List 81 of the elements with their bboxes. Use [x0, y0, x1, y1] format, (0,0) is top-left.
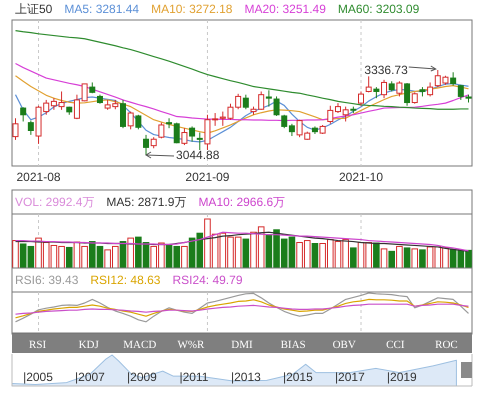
text: RSI [28, 339, 46, 351]
bar [66, 246, 73, 268]
text: MA5: 3281.44 [64, 2, 140, 16]
x-tick-label: |2017 [334, 370, 366, 384]
candlestick [320, 124, 326, 134]
bar [120, 241, 126, 268]
text: MA5: 2871.9万 [106, 195, 186, 209]
bar [419, 249, 426, 268]
bar [242, 238, 250, 268]
candlestick [288, 123, 295, 137]
bar [127, 238, 134, 268]
bar [388, 250, 396, 268]
candlestick [296, 119, 303, 138]
annotation: 3044.88 [176, 148, 220, 162]
text: MA10: 2966.6万 [198, 195, 286, 209]
series-label: RSI6: 39.43 [15, 273, 79, 287]
candlestick [12, 118, 18, 140]
x-tick-label: |2013 [230, 370, 262, 384]
text: KDJ [78, 339, 100, 351]
x-tick-label: |2015 [282, 370, 314, 384]
candlestick [450, 72, 456, 86]
chart-title: 上证50 [15, 2, 53, 16]
text: CCI [386, 339, 405, 351]
candlestick [366, 76, 372, 93]
candlestick [381, 79, 388, 99]
bar [181, 246, 188, 268]
candlestick [281, 114, 288, 129]
text: OBV [332, 339, 356, 351]
x-tick-label: |2009 [127, 370, 158, 384]
bar [411, 248, 418, 268]
text: MA20: 3251.49 [244, 2, 326, 16]
x-tick-label: |2019 [386, 370, 418, 384]
candlestick [412, 92, 418, 104]
x-tick-label: 2021-10 [338, 170, 384, 184]
text: MACD [123, 339, 156, 351]
bar [312, 243, 318, 268]
bar [380, 248, 388, 268]
text: DMI [231, 339, 254, 351]
candlestick [274, 96, 280, 116]
x-tick-label: |2005 [23, 370, 54, 384]
candlestick [196, 132, 203, 151]
candlestick [189, 126, 196, 142]
candlestick [150, 136, 157, 149]
bar [350, 247, 357, 268]
bar [12, 240, 19, 268]
text: W%R [177, 339, 205, 351]
x-tick-label: 2021-08 [16, 170, 61, 184]
candlestick [28, 120, 34, 136]
candlestick [120, 99, 126, 129]
bar [373, 242, 380, 268]
candlestick [396, 80, 402, 97]
series-label: RSI12: 48.63 [90, 273, 161, 287]
text: ROC [435, 339, 458, 351]
candlestick [388, 80, 395, 92]
text: BIAS [280, 339, 306, 351]
candlestick [20, 106, 26, 122]
candlestick [419, 86, 426, 97]
candlestick [242, 94, 249, 110]
text: MA60: 3203.09 [338, 2, 420, 16]
candlestick [128, 111, 134, 130]
bar [404, 247, 410, 268]
candlestick [143, 134, 150, 156]
x-tick-label: 2021-09 [185, 170, 230, 184]
candlestick [373, 86, 380, 99]
candlestick [266, 90, 272, 108]
candlestick [427, 82, 434, 97]
series-label: RSI24: 49.79 [172, 273, 243, 287]
x-tick-label: |2007 [75, 370, 106, 384]
candlestick [135, 114, 142, 130]
candlestick [96, 94, 103, 104]
candlestick [112, 99, 118, 110]
candlestick [358, 90, 364, 106]
text: MA10: 3272.18 [151, 2, 233, 16]
candlestick [158, 122, 164, 139]
candlestick [104, 99, 111, 110]
annotation: 3336.73 [364, 63, 408, 77]
candlestick [181, 128, 188, 146]
candlestick [404, 82, 410, 106]
bar [396, 246, 403, 268]
text: VOL: 2992.4万 [15, 195, 94, 209]
x-tick-label: |2011 [179, 370, 209, 384]
